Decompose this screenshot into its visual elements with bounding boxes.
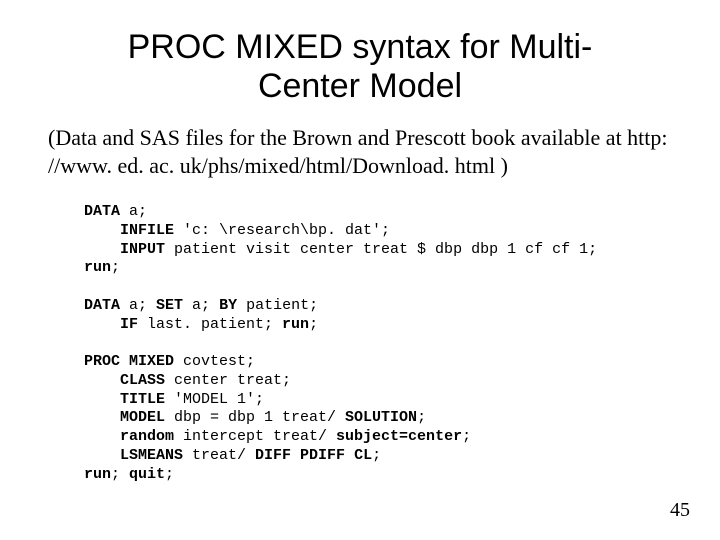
code-text: 'c: \research\bp. dat'; [174,222,390,239]
code-text: dbp = dbp 1 treat/ [165,409,345,426]
kw-if: IF [84,316,138,333]
slide-title: PROC MIXED syntax for Multi- Center Mode… [48,28,672,106]
code-text: covtest; [174,353,255,370]
kw-title: TITLE [84,391,165,408]
code-text: ; [111,259,120,276]
kw-run: run [84,466,111,483]
code-text: a; [183,297,219,314]
code-text: patient visit center treat $ dbp dbp 1 c… [165,241,597,258]
kw-set: SET [156,297,183,314]
code-text: 'MODEL 1'; [165,391,264,408]
kw-solution: SOLUTION [345,409,417,426]
code-text: treat/ [183,447,255,464]
kw-input: INPUT [84,241,165,258]
kw-by: BY [219,297,237,314]
code-text: ; [462,428,471,445]
code-text: last. patient; [138,316,282,333]
kw-class: CLASS [84,372,165,389]
slide: PROC MIXED syntax for Multi- Center Mode… [0,0,720,540]
code-text: intercept treat/ [174,428,336,445]
kw-model: MODEL [84,409,165,426]
kw-data: DATA [84,203,120,220]
code-text: ; [309,316,318,333]
kw-diff: DIFF PDIFF CL [255,447,372,464]
kw-infile: INFILE [84,222,174,239]
kw-data: DATA [84,297,120,314]
kw-proc-mixed: PROC MIXED [84,353,174,370]
kw-run: run [282,316,309,333]
code-text: a; [120,297,156,314]
code-text: ; [372,447,381,464]
title-line-1: PROC MIXED syntax for Multi- [128,28,593,66]
slide-subtitle: (Data and SAS files for the Brown and Pr… [48,124,672,179]
code-block: DATA a; INFILE 'c: \research\bp. dat'; I… [84,203,672,484]
kw-quit: quit [129,466,165,483]
code-text: patient; [237,297,318,314]
page-number: 45 [670,499,690,522]
title-line-2: Center Model [258,67,462,105]
code-text: center treat; [165,372,291,389]
code-text: ; [417,409,426,426]
kw-subject: subject=center [336,428,462,445]
code-text: ; [111,466,129,483]
code-text: a; [120,203,147,220]
code-text: ; [165,466,174,483]
kw-random: random [84,428,174,445]
kw-lsmeans: LSMEANS [84,447,183,464]
kw-run: run [84,259,111,276]
